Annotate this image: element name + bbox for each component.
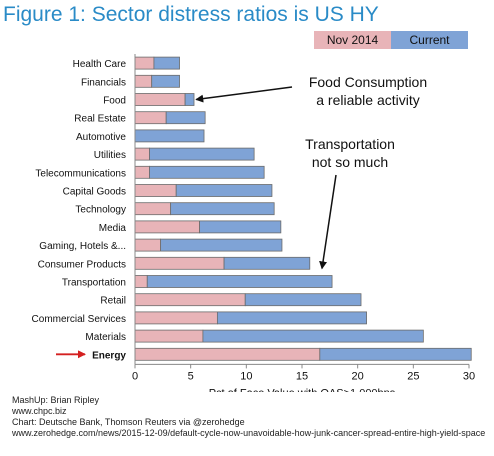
category-label-automotive: Automotive bbox=[76, 132, 126, 143]
bar-materials-nov-2014 bbox=[134, 329, 204, 343]
x-axis-label: Pct of Face Value with OAS>1,000bps bbox=[209, 387, 396, 392]
x-tick-label: 30 bbox=[463, 370, 475, 382]
credit-source: Chart: Deutsche Bank, Thomson Reuters vi… bbox=[12, 417, 245, 427]
bar-capital-goods-nov-2014 bbox=[134, 184, 177, 197]
bar-health-care-nov-2014 bbox=[134, 56, 155, 70]
bar-food-nov-2014 bbox=[134, 93, 186, 106]
annotation-food-arrow bbox=[195, 86, 293, 103]
bar-financials-current bbox=[151, 74, 180, 88]
bar-transportation-nov-2014 bbox=[134, 275, 148, 288]
bars bbox=[134, 56, 472, 361]
bar-media-current bbox=[199, 220, 282, 234]
bar-utilities-current bbox=[149, 147, 255, 161]
category-label-gaming-hotels: Gaming, Hotels &... bbox=[39, 241, 126, 252]
x-tick-label: 5 bbox=[188, 370, 194, 382]
x-tick-label: 20 bbox=[352, 370, 364, 382]
category-label-materials: Materials bbox=[85, 332, 126, 343]
annotation-food-line-2: a reliable activity bbox=[316, 92, 420, 108]
legend-label-current: Current bbox=[409, 33, 450, 47]
bar-retail-current bbox=[244, 293, 362, 307]
category-label-health-care: Health Care bbox=[73, 59, 127, 70]
bar-telecommunications-current bbox=[149, 165, 265, 179]
bar-transportation-current bbox=[146, 275, 333, 288]
bar-gaming-hotels-current bbox=[160, 238, 283, 252]
credit-mashup: MashUp: Brian Ripley bbox=[12, 395, 100, 405]
bar-financials-nov-2014 bbox=[134, 74, 153, 88]
annotation-transport-line-1: Transportation bbox=[305, 136, 395, 152]
bar-consumer-products-current bbox=[223, 256, 311, 270]
bar-health-care-current bbox=[153, 56, 180, 70]
x-tick-label: 10 bbox=[240, 370, 252, 382]
bar-real-estate-nov-2014 bbox=[134, 111, 167, 125]
bar-technology-nov-2014 bbox=[134, 202, 172, 216]
category-label-utilities: Utilities bbox=[94, 150, 126, 161]
category-label-food: Food bbox=[103, 96, 126, 107]
credit-website: www.chpc.biz bbox=[12, 406, 67, 416]
bar-gaming-hotels-nov-2014 bbox=[134, 238, 162, 252]
bar-technology-current bbox=[170, 202, 275, 216]
legend-swatch-nov-2014 bbox=[314, 31, 391, 49]
category-label-technology: Technology bbox=[75, 205, 126, 216]
bar-materials-current bbox=[202, 329, 424, 343]
category-label-consumer-products: Consumer Products bbox=[38, 259, 126, 270]
bar-energy-current bbox=[319, 347, 472, 361]
bar-media-nov-2014 bbox=[134, 220, 200, 234]
chart-title: Figure 1: Sector distress ratios is US H… bbox=[3, 3, 379, 26]
bar-chart: Nov 2014 Current Health CareFinancialsFoo… bbox=[32, 31, 475, 392]
category-label-real-estate: Real Estate bbox=[74, 114, 126, 125]
legend-swatch-current bbox=[391, 31, 468, 49]
bar-utilities-nov-2014 bbox=[134, 147, 150, 161]
annotation-transport-arrow bbox=[319, 174, 337, 270]
category-label-energy: Energy bbox=[92, 350, 126, 361]
bar-automotive-current bbox=[134, 129, 205, 143]
bar-telecommunications-nov-2014 bbox=[134, 165, 150, 179]
credit-url: www.zerohedge.com/news/2015-12-09/defaul… bbox=[12, 428, 486, 438]
category-labels: Health Care Financials Food Real Estate Auto… bbox=[32, 59, 127, 361]
bar-consumer-products-nov-2014 bbox=[134, 256, 225, 270]
bar-retail-nov-2014 bbox=[134, 293, 246, 307]
category-label-financials: Financials bbox=[81, 77, 126, 88]
bar-real-estate-current bbox=[165, 111, 206, 125]
category-label-retail: Retail bbox=[100, 296, 126, 307]
category-label-commercial-services: Commercial Services bbox=[32, 314, 126, 325]
annotation-food-line-1: Food Consumption bbox=[309, 74, 427, 90]
category-label-media: Media bbox=[99, 223, 127, 234]
x-tick-label: 25 bbox=[407, 370, 419, 382]
bar-capital-goods-current bbox=[175, 184, 273, 197]
bar-commercial-services-nov-2014 bbox=[134, 311, 218, 325]
annotations: Food Consumption a reliable activity Trans… bbox=[56, 74, 427, 359]
legend-label-nov-2014: Nov 2014 bbox=[327, 33, 379, 47]
category-label-telecommunications: Telecommunications bbox=[35, 168, 126, 179]
x-tick-label: 0 bbox=[132, 370, 138, 382]
x-axis: 0 5 10 15 20 25 30 Pct of Face Value with OAS>1… bbox=[132, 54, 475, 392]
category-label-capital-goods: Capital Goods bbox=[63, 187, 126, 198]
bar-commercial-services-current bbox=[216, 311, 367, 325]
legend: Nov 2014 Current bbox=[314, 31, 468, 49]
annotation-transport-line-2: not so much bbox=[312, 154, 388, 170]
bar-food-current bbox=[184, 93, 195, 106]
x-tick-label: 15 bbox=[296, 370, 308, 382]
category-label-transportation: Transportation bbox=[62, 278, 126, 289]
bar-energy-nov-2014 bbox=[134, 347, 321, 361]
